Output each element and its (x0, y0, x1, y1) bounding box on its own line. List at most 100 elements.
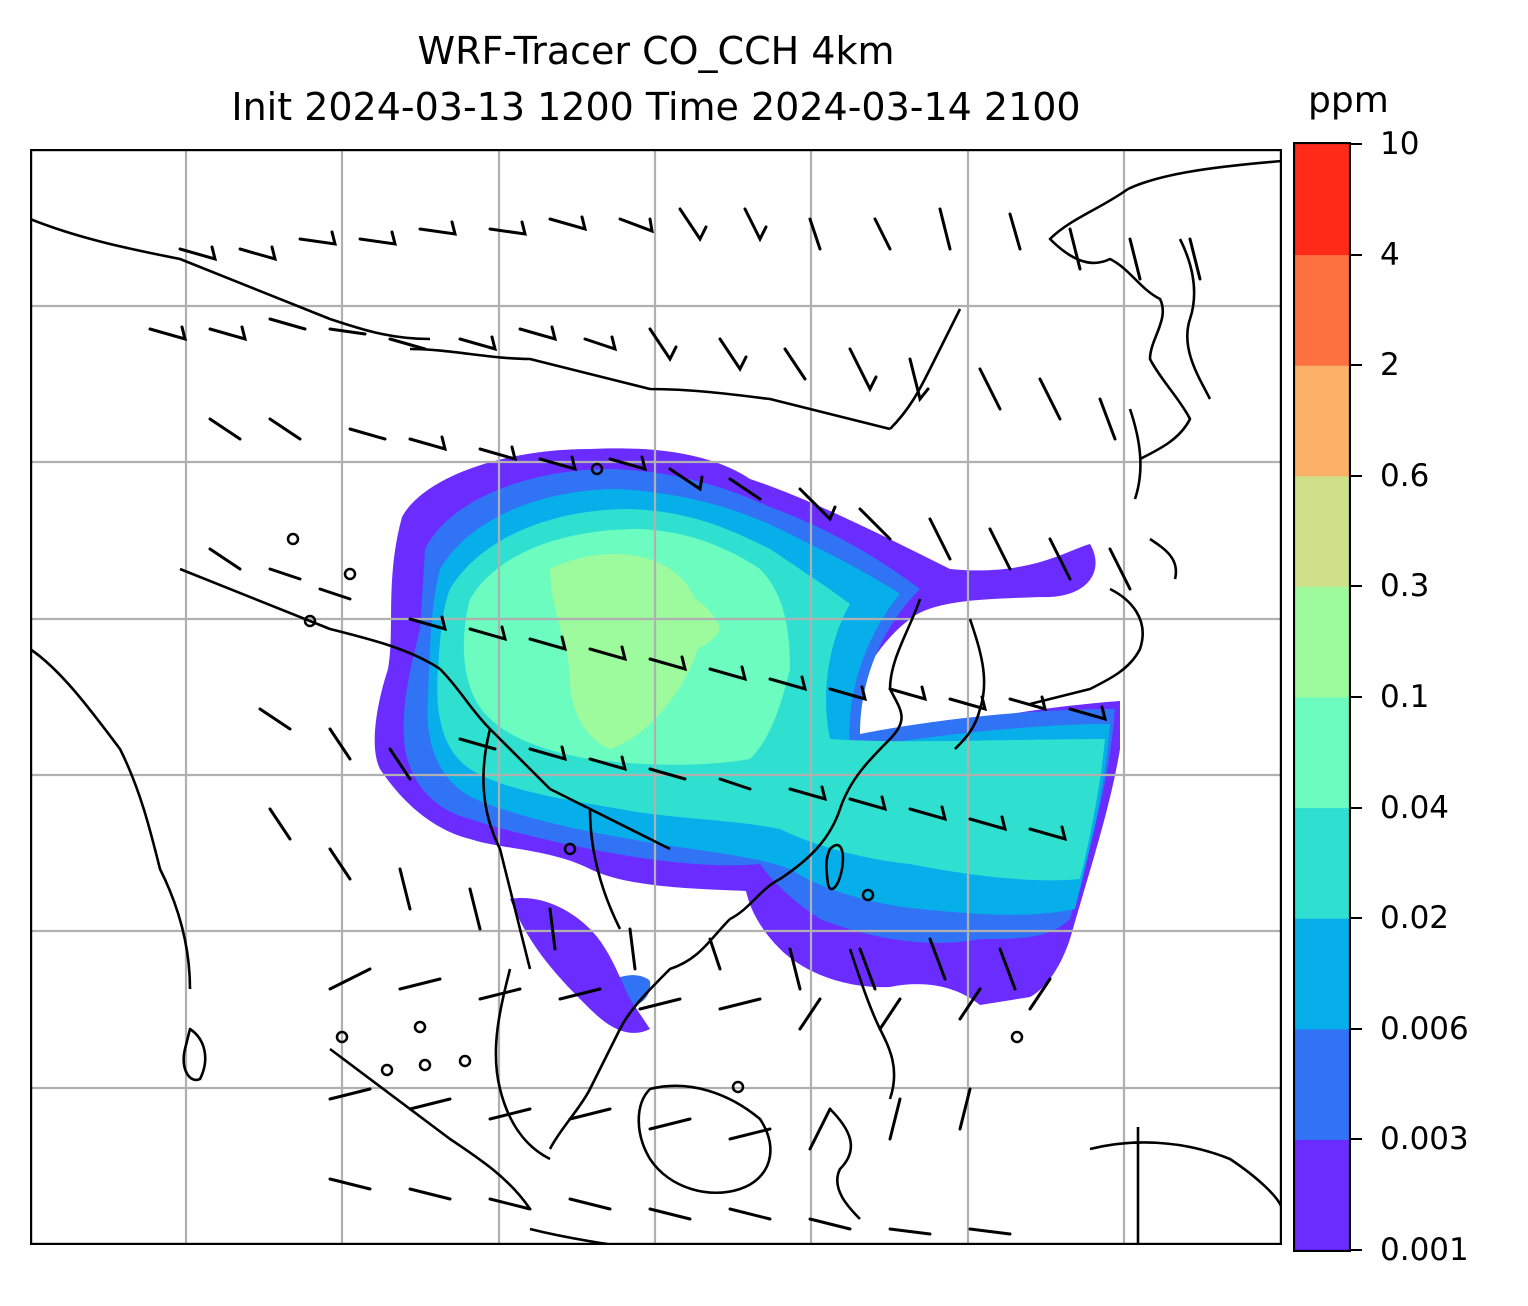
wind-barb (488, 1197, 532, 1211)
colorbar-tick-2: 2 (1380, 347, 1400, 384)
wind-barb (258, 707, 292, 731)
wind-barb (1008, 695, 1048, 712)
calm-wind-marker (303, 614, 317, 628)
colorbar-swatch-2 (1295, 254, 1349, 366)
wind-barb (873, 217, 892, 251)
wind-barb (788, 947, 802, 991)
calm-wind-marker (343, 567, 357, 581)
wind-barb (938, 207, 952, 251)
wind-barb (408, 1097, 452, 1111)
colorbar (1293, 142, 1351, 1252)
coastline-russia-north (1127, 159, 1282, 191)
coastline-new-guinea (1089, 1141, 1282, 1210)
wind-barb (458, 335, 498, 352)
wind-barb (488, 220, 527, 236)
wind-barb (318, 587, 352, 601)
wind-barb (728, 1207, 772, 1221)
wind-barb (1128, 237, 1142, 281)
colorbar-tick-mark (1351, 1027, 1362, 1030)
colorbar-tick-mark (1351, 696, 1362, 698)
calm-wind-marker (861, 888, 875, 902)
wind-barb (478, 987, 522, 1001)
wind-barb (548, 215, 588, 232)
wind-barb (328, 967, 372, 991)
wind-barb (538, 455, 578, 472)
wind-barb (528, 745, 568, 762)
calm-wind-marker (1010, 1030, 1024, 1044)
colorbar-swatch-0.001 (1295, 1139, 1349, 1251)
wind-barb (418, 220, 457, 236)
wind-barb (648, 767, 687, 781)
wind-barb (178, 245, 218, 262)
border-laos (588, 808, 622, 930)
border-central-asia (30, 217, 431, 341)
wind-barb (328, 1087, 372, 1101)
wind-barb (618, 217, 654, 234)
wind-barb (718, 337, 748, 372)
wind-barb (588, 755, 628, 772)
colorbar-tick-mark (1351, 806, 1362, 809)
border-vietnam (549, 787, 671, 851)
calm-wind-marker (335, 1030, 349, 1044)
colorbar-tick-0.6: 0.6 (1380, 457, 1430, 494)
wind-barb (908, 805, 948, 822)
wind-barb (888, 1097, 902, 1141)
coastline-java (529, 1227, 624, 1245)
wind-barb (958, 1087, 972, 1131)
wind-barb (968, 1227, 1012, 1236)
wind-barb (788, 785, 828, 802)
wind-barb (328, 847, 352, 881)
wind-barb (583, 335, 618, 352)
border-himalaya (179, 567, 441, 671)
wind-barb (398, 977, 442, 991)
wind-barb (458, 737, 497, 751)
wind-barb (298, 230, 337, 246)
wind-barb (1028, 977, 1052, 1011)
colorbar-tick-mark (1351, 1138, 1362, 1141)
coastline-srilanka (182, 1027, 207, 1082)
colorbar-tick-mark (1351, 253, 1362, 256)
wind-barb (978, 367, 1002, 411)
colorbar-swatch-0.006 (1295, 918, 1349, 1030)
colorbar-swatches (1295, 144, 1349, 1251)
wind-barb (848, 347, 878, 393)
colorbar-tick-0.1: 0.1 (1380, 679, 1430, 715)
coastline-hokkaido (1149, 537, 1178, 580)
wind-barb (548, 907, 557, 951)
wind-barb (968, 815, 1008, 832)
coastline-india (30, 647, 192, 990)
colorbar-tick-mark (1351, 585, 1362, 588)
colorbar-border (1293, 142, 1351, 1252)
wind-barb (708, 937, 722, 971)
colorbar-swatch-0.02 (1295, 807, 1349, 919)
wind-barb (808, 217, 822, 251)
wind-barb (638, 997, 682, 1011)
wind-barb (648, 1207, 692, 1221)
wind-barb (858, 947, 877, 991)
wind-barb (728, 1127, 772, 1141)
coastline-sea-of-okhotsk (1048, 187, 1192, 461)
map-title-line2: Init 2024-03-13 1200 Time 2024-03-14 210… (231, 85, 1081, 129)
wind-barb (568, 1107, 612, 1121)
wind-barb (988, 527, 1012, 571)
wind-barb (648, 327, 678, 362)
colorbar-swatch-4 (1295, 144, 1349, 256)
colorbar-tick-4: 4 (1380, 236, 1400, 273)
wind-barb (588, 645, 628, 662)
wind-barb (808, 1107, 832, 1151)
wind-barb (888, 685, 928, 702)
colorbar-swatch-0.04 (1295, 697, 1349, 809)
coastline-borneo (637, 1084, 772, 1195)
coastline-indochina (548, 918, 731, 1150)
coastline-japan (1029, 587, 1144, 706)
wind-barb (1028, 825, 1068, 842)
wind-barb (518, 325, 558, 342)
colorbar-tick-mark (1351, 1249, 1362, 1251)
wind-barb (238, 245, 278, 262)
calm-wind-marker (731, 1080, 745, 1094)
wind-barb (398, 867, 412, 911)
wind-barb (798, 487, 837, 522)
wind-barb (348, 427, 387, 441)
wind-barb (208, 325, 248, 342)
wind-barb (568, 1197, 612, 1211)
